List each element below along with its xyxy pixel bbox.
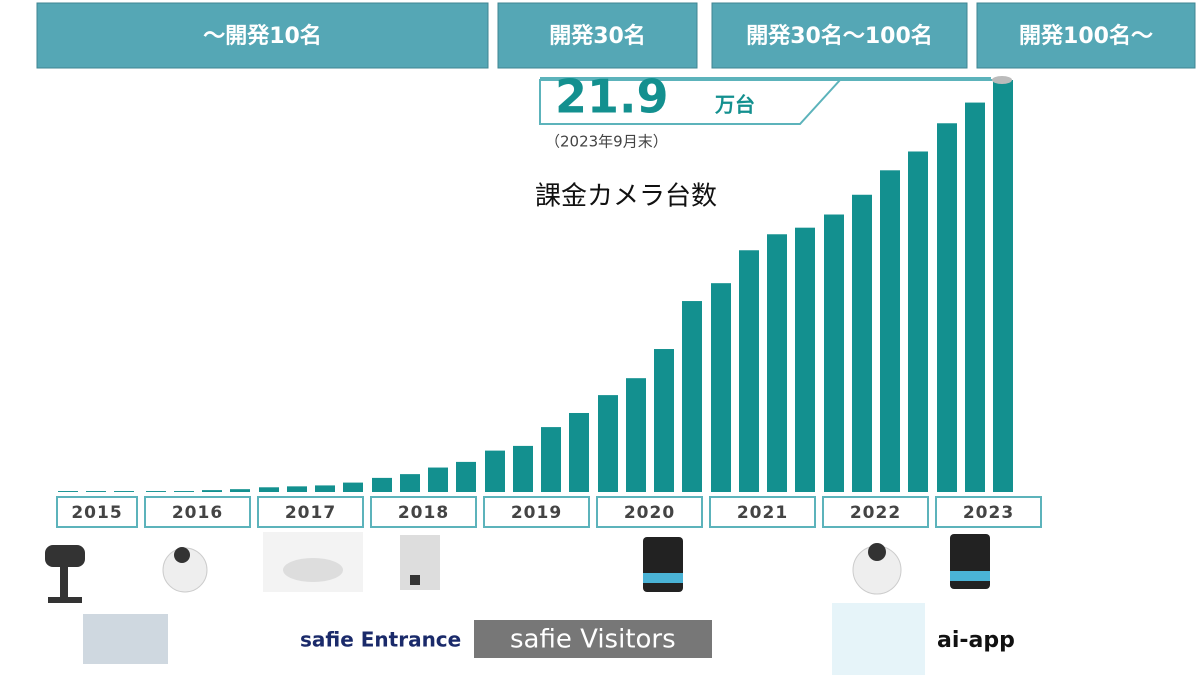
bar [711,283,731,492]
bar [598,395,618,492]
bar [485,450,505,492]
bar [739,250,759,492]
bar [795,227,815,492]
callout-unit: 万台 [714,93,755,117]
year-label: 2017 [285,503,336,523]
product-label: safie Entrance [300,628,461,652]
header-box [497,2,698,69]
header-label: 開発30名 [549,23,646,49]
bar [259,487,279,492]
header-label: 〜開発10名 [203,23,322,49]
bar [541,427,561,492]
product-images [45,532,990,675]
callout-value: 21.9 [555,70,669,124]
bar [824,214,844,492]
bar [114,491,134,492]
bar [569,412,589,492]
product-label: ai-app [937,628,1015,653]
callout-note: （2023年9月末） [545,133,668,151]
year-box [144,496,251,528]
year-label: 2018 [398,503,449,523]
chart-title: 課金カメラ台数 [535,182,717,212]
year-label: 2016 [172,503,223,523]
year-box [822,496,929,528]
bar-cap [992,76,1012,84]
bar [400,474,420,492]
bar [965,102,985,492]
year-box [709,496,816,528]
bar [654,349,674,492]
header-box [711,2,968,69]
bar [852,194,872,492]
year-box [257,496,364,528]
bar [993,80,1013,492]
bar [315,485,335,492]
callout-frame [539,79,843,125]
bar [428,467,448,492]
bar [513,445,533,492]
year-label: 2022 [850,503,901,523]
header-label: 開発100名〜 [1019,23,1153,49]
header-box [36,2,489,69]
bar [86,491,106,492]
bar [626,378,646,492]
bar [372,477,392,492]
year-box [935,496,1042,528]
bar [456,461,476,492]
year-box [596,496,703,528]
bar [682,301,702,492]
bar [767,234,787,493]
year-box [56,496,138,528]
bar [880,170,900,492]
bar [230,489,250,492]
year-label: 2019 [511,503,562,523]
bar [146,491,166,492]
header-box [976,2,1196,69]
bar [202,490,222,492]
year-box [483,496,590,528]
bar [58,491,78,492]
bar [908,151,928,492]
year-label: 2015 [71,503,122,523]
year-label: 2020 [624,503,675,523]
year-label: 2023 [963,503,1014,523]
bar [937,123,957,492]
bar [287,486,307,492]
year-box [370,496,477,528]
bar [343,482,363,492]
bar [174,491,194,492]
year-label: 2021 [737,503,788,523]
product-label: safie Visitors [510,625,676,655]
header-label: 開発30名〜100名 [746,23,933,49]
